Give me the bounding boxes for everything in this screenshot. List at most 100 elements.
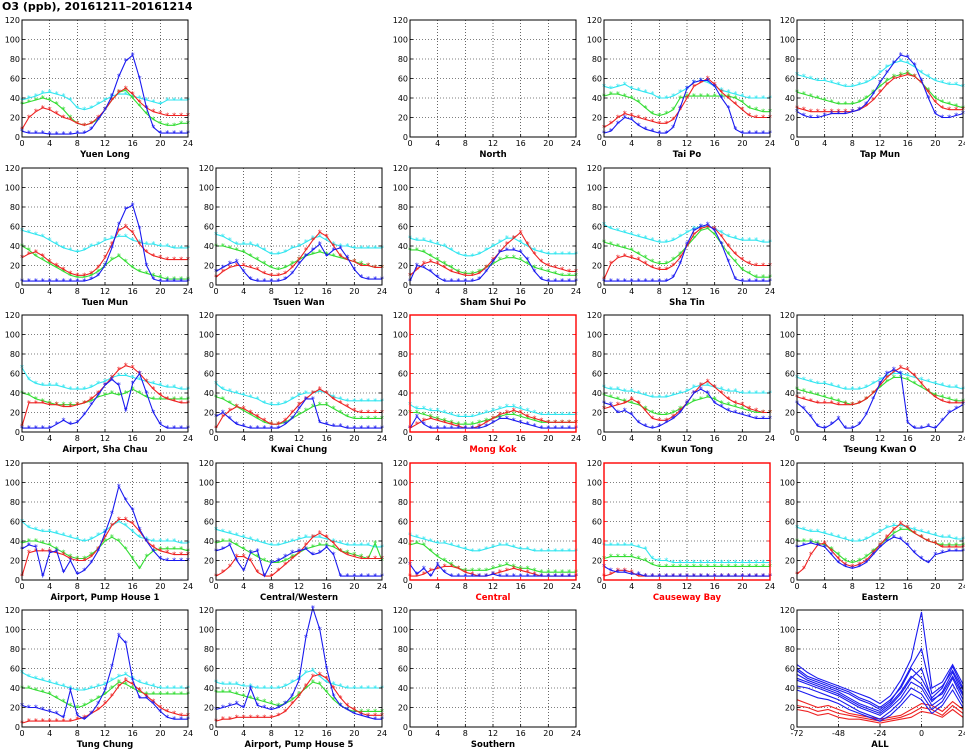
y-tick-label: 100 — [5, 479, 20, 488]
data-point-green: * — [644, 557, 648, 566]
data-point-red: * — [82, 121, 86, 130]
data-point-red: * — [498, 410, 502, 419]
x-tick-label: 0 — [407, 139, 412, 148]
data-point-blue: * — [906, 541, 910, 550]
x-tick-label: 12 — [488, 729, 498, 738]
data-point-green: * — [124, 545, 128, 554]
data-point-green: * — [256, 256, 260, 265]
data-point-cyan: * — [332, 240, 336, 249]
data-point-green: * — [871, 547, 875, 556]
data-point-red: * — [664, 265, 668, 274]
data-point-green: * — [179, 395, 183, 404]
data-point-cyan: * — [117, 232, 121, 241]
y-tick-label: 120 — [780, 16, 795, 25]
data-point-red: * — [761, 409, 765, 418]
data-point-red: * — [373, 409, 377, 418]
data-point-blue: * — [228, 702, 232, 711]
data-point-red: * — [864, 557, 868, 566]
data-point-blue: * — [158, 555, 162, 564]
data-point-blue: * — [34, 277, 38, 286]
data-point-red: * — [172, 256, 176, 265]
data-point-cyan: * — [262, 399, 266, 408]
data-point-blue: * — [933, 424, 937, 433]
y-tick-label: 0 — [15, 428, 20, 437]
data-point-red: * — [761, 262, 765, 271]
x-tick-label: 12 — [294, 582, 304, 591]
data-point-blue: * — [283, 420, 287, 429]
data-point-cyan: * — [477, 250, 481, 259]
data-point-red: * — [103, 533, 107, 542]
y-tick-label: 0 — [790, 576, 795, 585]
data-point-green: * — [477, 267, 481, 276]
y-tick-label: 40 — [785, 537, 795, 546]
data-point-cyan: * — [82, 106, 86, 115]
data-point-green: * — [339, 409, 343, 418]
data-point-cyan: * — [339, 395, 343, 404]
data-point-blue: * — [283, 700, 287, 709]
y-tick-label: 80 — [592, 203, 602, 212]
data-point-green: * — [96, 694, 100, 703]
data-point-green: * — [82, 273, 86, 282]
data-point-cyan: * — [318, 387, 322, 396]
data-point-red: * — [75, 557, 79, 566]
series-line-green — [796, 376, 963, 406]
data-point-red: * — [802, 106, 806, 115]
data-point-blue: * — [830, 110, 834, 119]
data-point-green: * — [657, 410, 661, 419]
x-tick-label: 24 — [377, 729, 387, 738]
x-tick-label: 0 — [794, 434, 799, 443]
y-tick-label: 120 — [780, 606, 795, 615]
data-point-blue: * — [151, 547, 155, 556]
data-point-cyan: * — [27, 672, 31, 681]
data-point-cyan: * — [761, 238, 765, 247]
y-tick-label: 60 — [398, 223, 408, 232]
plot-tung-chung: * * * * * * * * * * * * * * * * * * * * * * * * ** * * * * * * * * * * * ***… — [5, 606, 193, 750]
data-point-red: * — [131, 680, 135, 689]
data-point-blue: * — [436, 560, 440, 569]
data-point-blue: * — [339, 572, 343, 581]
y-tick-label: 120 — [5, 16, 20, 25]
x-tick-label: 20 — [737, 139, 747, 148]
data-point-cyan: * — [498, 405, 502, 414]
data-point-green: * — [262, 418, 266, 427]
data-point-cyan: * — [740, 389, 744, 398]
data-point-cyan: * — [802, 525, 806, 534]
data-point-green: * — [151, 395, 155, 404]
data-point-green: * — [443, 416, 447, 425]
data-point-blue: * — [429, 267, 433, 276]
data-point-blue: * — [62, 277, 66, 286]
data-point-red: * — [89, 553, 93, 562]
data-point-blue: * — [352, 424, 356, 433]
data-point-blue: * — [269, 705, 273, 714]
y-tick-label: 40 — [10, 537, 20, 546]
data-point-cyan: * — [110, 676, 114, 685]
x-tick-label: 4 — [435, 434, 440, 443]
data-point-blue: * — [75, 129, 79, 138]
data-point-red: * — [857, 399, 861, 408]
data-point-red: * — [616, 566, 620, 575]
data-point-red: * — [720, 88, 724, 97]
data-point-cyan: * — [650, 236, 654, 245]
y-tick-label: 100 — [780, 626, 795, 635]
data-point-cyan: * — [436, 407, 440, 416]
data-point-red: * — [443, 562, 447, 571]
data-point-cyan: * — [727, 387, 731, 396]
data-point-green: * — [256, 696, 260, 705]
data-point-green: * — [609, 90, 613, 99]
data-point-red: * — [359, 709, 363, 718]
data-point-green: * — [954, 541, 958, 550]
data-point-cyan: * — [249, 240, 253, 249]
data-point-blue: * — [110, 510, 114, 519]
data-point-cyan: * — [256, 684, 260, 693]
data-point-cyan: * — [96, 240, 100, 249]
data-point-green: * — [727, 92, 731, 101]
data-point-green: * — [249, 410, 253, 419]
data-point-red: * — [352, 258, 356, 267]
x-tick-label: 8 — [850, 139, 855, 148]
series-line-blue — [796, 677, 964, 716]
data-point-green: * — [933, 391, 937, 400]
series-line-blue — [215, 398, 382, 429]
data-point-green: * — [131, 94, 135, 103]
data-point-green: * — [885, 76, 889, 85]
data-point-blue: * — [857, 420, 861, 429]
